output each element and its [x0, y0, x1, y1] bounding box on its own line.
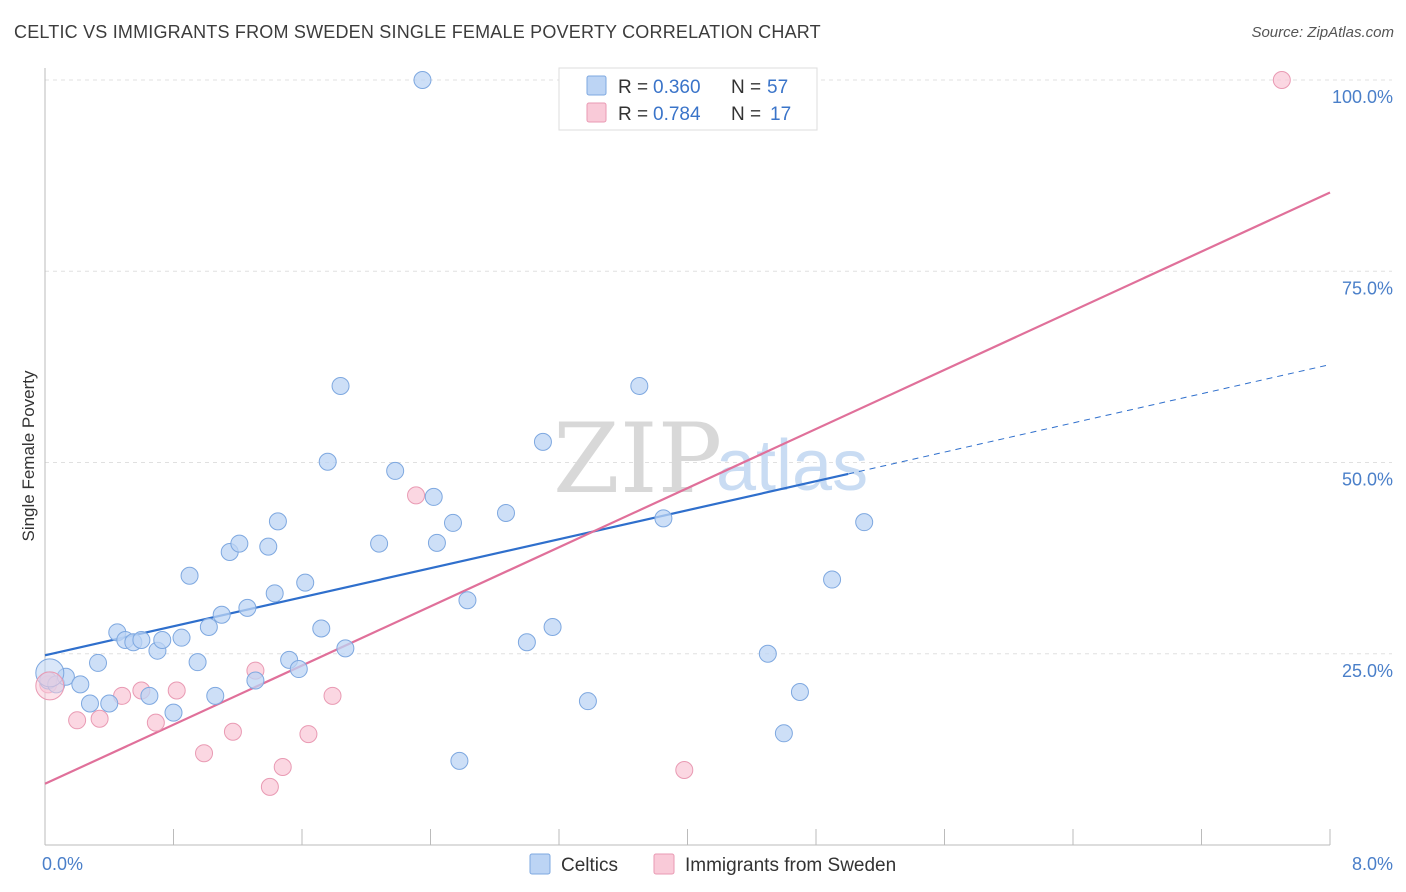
- watermark-zip: ZIP: [553, 403, 722, 515]
- point-celtics-46: [543, 617, 562, 636]
- tick-labels: 25.0% 50.0% 75.0% 100.0% 0.0% 8.0%: [42, 87, 1393, 874]
- point-celtics-47: [578, 692, 597, 711]
- point-celtics-23: [238, 598, 257, 617]
- trend-lines: [44, 191, 1331, 785]
- legend-swatch-sweden: [586, 102, 607, 123]
- watermark-atlas: atlas: [716, 426, 868, 506]
- legend-r-value-sweden: 0.784: [653, 104, 701, 125]
- legend-n-label-sweden: N =: [731, 104, 761, 125]
- point-celtics-44: [517, 633, 536, 652]
- point-celtics-16: [180, 566, 199, 585]
- point-sweden-13: [323, 686, 342, 705]
- point-celtics-24: [246, 671, 265, 690]
- legend-r-value-celtics: 0.360: [653, 77, 701, 98]
- point-sweden-14: [407, 486, 426, 505]
- point-sweden-8: [223, 722, 242, 741]
- legend-r-label-sweden: R =: [618, 104, 648, 125]
- point-celtics-25: [259, 537, 278, 556]
- series-legend-sweden: Immigrants from Sweden: [685, 855, 896, 876]
- legend-n-value-sweden: 17: [770, 104, 791, 125]
- point-sweden-16: [1272, 71, 1291, 89]
- point-celtics-36: [386, 461, 405, 480]
- series-legend-swatch-sweden: [653, 853, 675, 875]
- point-celtics-11: [140, 686, 159, 705]
- y-tick-label-1: 50.0%: [1342, 470, 1393, 490]
- point-celtics-22: [230, 534, 249, 553]
- point-celtics-52: [774, 724, 793, 743]
- x-tick-label-1: 8.0%: [1352, 854, 1393, 874]
- legend-r-label-celtics: R =: [618, 77, 648, 98]
- point-celtics-37: [413, 71, 432, 89]
- source-label: Source: ZipAtlas.com: [1251, 24, 1394, 41]
- point-celtics-32: [318, 452, 337, 471]
- point-celtics-48: [630, 377, 649, 395]
- legend-n-value-celtics: 57: [767, 77, 788, 98]
- point-celtics-29: [289, 660, 308, 679]
- trend-line-celtics: [44, 472, 849, 657]
- point-celtics-27: [268, 512, 287, 531]
- point-sweden-cluster: [35, 671, 65, 701]
- point-celtics-55: [855, 513, 874, 532]
- point-celtics-38: [424, 487, 443, 506]
- point-celtics-6: [100, 694, 119, 713]
- series-legend: Celtics Immigrants from Sweden: [529, 853, 896, 876]
- y-tick-label-0: 25.0%: [1342, 661, 1393, 681]
- point-celtics-10: [132, 630, 151, 649]
- point-celtics-51: [758, 644, 777, 663]
- point-sweden-15: [675, 761, 694, 780]
- point-celtics-30: [296, 573, 315, 592]
- data-points: [35, 71, 1291, 796]
- point-celtics-33: [331, 377, 350, 395]
- point-celtics-15: [172, 628, 191, 647]
- point-celtics-42: [458, 591, 477, 610]
- series-legend-celtics: Celtics: [561, 855, 618, 876]
- series-legend-swatch-celtics: [529, 853, 551, 875]
- point-celtics-31: [312, 619, 331, 638]
- point-celtics-39: [427, 533, 446, 552]
- point-celtics-26: [265, 584, 284, 603]
- point-celtics-43: [496, 503, 515, 522]
- point-celtics-45: [533, 432, 552, 451]
- watermark: ZIP atlas: [553, 403, 868, 515]
- point-celtics-49: [654, 509, 673, 528]
- legend-n-label-celtics: N =: [731, 77, 761, 98]
- point-sweden-10: [260, 777, 279, 796]
- point-celtics-14: [164, 703, 183, 722]
- point-celtics-34: [336, 639, 355, 658]
- point-celtics-4: [80, 694, 99, 713]
- trend-line-celtics-extension: [848, 364, 1331, 475]
- point-sweden-1: [68, 711, 87, 730]
- point-sweden-11: [273, 757, 292, 776]
- point-sweden-2: [90, 709, 109, 728]
- point-celtics-19: [206, 686, 225, 705]
- point-celtics-54: [823, 570, 842, 589]
- point-celtics-35: [370, 534, 389, 553]
- point-sweden-12: [299, 725, 318, 744]
- point-celtics-13: [153, 630, 172, 649]
- point-celtics-41: [450, 751, 469, 770]
- legend-swatch-celtics: [586, 75, 607, 96]
- correlation-legend: R = 0.360 N = 57 R = 0.784 N = 17: [558, 67, 818, 131]
- chart-title: CELTIC VS IMMIGRANTS FROM SWEDEN SINGLE …: [14, 22, 821, 42]
- point-celtics-5: [89, 653, 108, 672]
- point-sweden-5: [146, 713, 165, 732]
- y-tick-label-3: 100.0%: [1332, 87, 1393, 107]
- point-celtics-40: [443, 513, 462, 532]
- point-sweden-7: [195, 744, 214, 763]
- point-celtics-20: [212, 605, 231, 624]
- point-celtics-3: [71, 675, 90, 694]
- point-sweden-6: [167, 681, 186, 700]
- trend-line-sweden: [44, 191, 1331, 785]
- y-axis-label: Single Female Poverty: [19, 370, 38, 542]
- x-tick-label-0: 0.0%: [42, 854, 83, 874]
- point-celtics-17: [188, 653, 207, 672]
- y-tick-label-2: 75.0%: [1342, 278, 1393, 298]
- axes: [44, 68, 1331, 846]
- point-celtics-53: [790, 683, 809, 701]
- grid-lines: [45, 79, 1392, 655]
- point-celtics-18: [199, 617, 218, 636]
